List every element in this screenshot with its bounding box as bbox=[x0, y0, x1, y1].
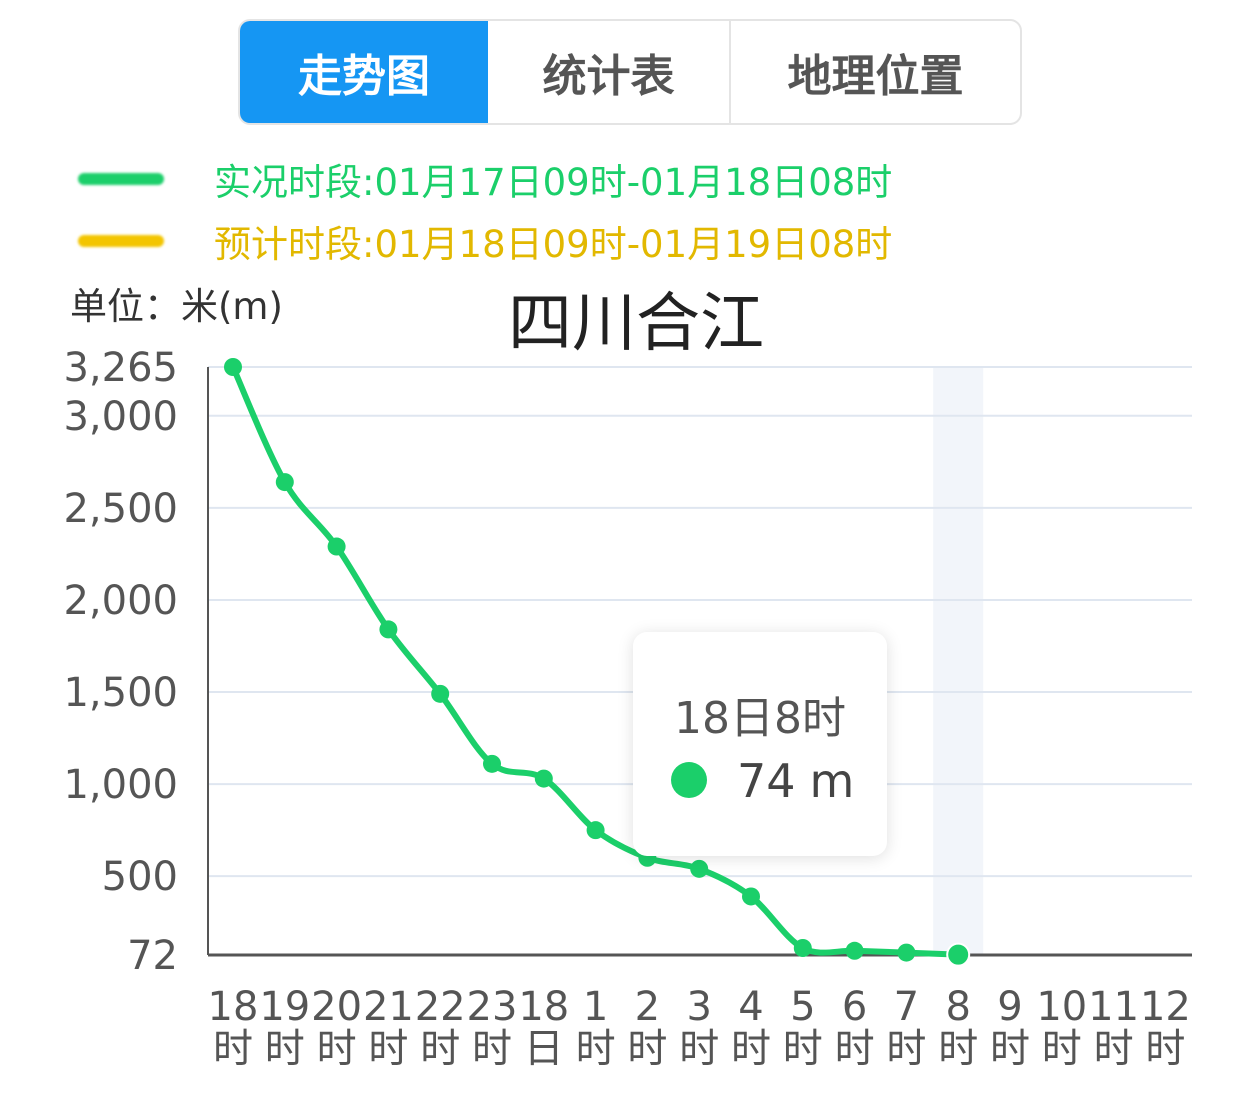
y-tick-label: 500 bbox=[102, 854, 178, 900]
tooltip-value: 74 m bbox=[737, 754, 855, 808]
x-tick-label: 23 时 bbox=[467, 984, 518, 1072]
y-tick-label: 1,000 bbox=[63, 762, 178, 808]
x-tick-label: 19 时 bbox=[259, 984, 310, 1072]
legend-forecast-swatch bbox=[78, 235, 164, 247]
tab-statistics-table[interactable]: 统计表 bbox=[488, 21, 731, 123]
data-point bbox=[224, 358, 242, 376]
data-point bbox=[275, 473, 294, 492]
y-tick-label: 1,500 bbox=[63, 670, 178, 716]
unit-label: 单位：米(m) bbox=[70, 285, 283, 328]
data-point bbox=[690, 859, 709, 878]
data-point bbox=[379, 620, 398, 639]
x-tick-label: 11 时 bbox=[1088, 984, 1139, 1072]
highlighted-data-point bbox=[946, 942, 971, 967]
x-tick-label: 10 时 bbox=[1036, 984, 1087, 1072]
x-tick-label: 22 时 bbox=[415, 984, 466, 1072]
tab-geo-location[interactable]: 地理位置 bbox=[787, 51, 964, 102]
legend-observed: 实况时段:01月17日09时-01月18日08时 bbox=[78, 154, 892, 204]
y-tick-label: 2,500 bbox=[63, 486, 178, 532]
tooltip-title: 18日8时 bbox=[674, 693, 846, 744]
data-point bbox=[742, 887, 760, 906]
highlight-band bbox=[933, 367, 984, 955]
data-point bbox=[483, 754, 501, 773]
tooltip-series-dot bbox=[671, 762, 707, 798]
data-point bbox=[327, 537, 346, 556]
x-tick-label: 21 时 bbox=[363, 984, 414, 1072]
data-point bbox=[586, 821, 605, 840]
y-tick-label: 3,000 bbox=[63, 394, 178, 440]
x-tick-label: 18 时 bbox=[208, 984, 259, 1072]
data-point bbox=[845, 941, 864, 960]
x-tick-label: 12 时 bbox=[1140, 984, 1191, 1072]
data-point bbox=[793, 939, 812, 958]
view-tabs: 走势图 统计表 地理位置 bbox=[238, 19, 1022, 125]
tooltip: 18日8时 74 m bbox=[633, 632, 887, 856]
x-tick-label: 20 时 bbox=[311, 984, 362, 1072]
x-tick-label: 18 日 bbox=[518, 984, 569, 1072]
data-point bbox=[897, 943, 916, 962]
data-point bbox=[534, 769, 553, 788]
y-tick-label: 2,000 bbox=[63, 578, 178, 624]
legend-forecast-text: 预计时段:01月18日09时-01月19日08时 bbox=[214, 223, 893, 266]
y-tick-label: 72 bbox=[127, 933, 178, 979]
legend-observed-swatch bbox=[78, 173, 164, 185]
data-point bbox=[431, 684, 450, 703]
chart-title: 四川合江 bbox=[508, 287, 764, 361]
legend-observed-text: 实况时段:01月17日09时-01月18日08时 bbox=[214, 161, 893, 204]
y-tick-label: 3,265 bbox=[63, 345, 178, 391]
tab-trend-chart[interactable]: 走势图 bbox=[240, 21, 488, 123]
legend-forecast: 预计时段:01月18日09时-01月19日08时 bbox=[78, 216, 892, 266]
